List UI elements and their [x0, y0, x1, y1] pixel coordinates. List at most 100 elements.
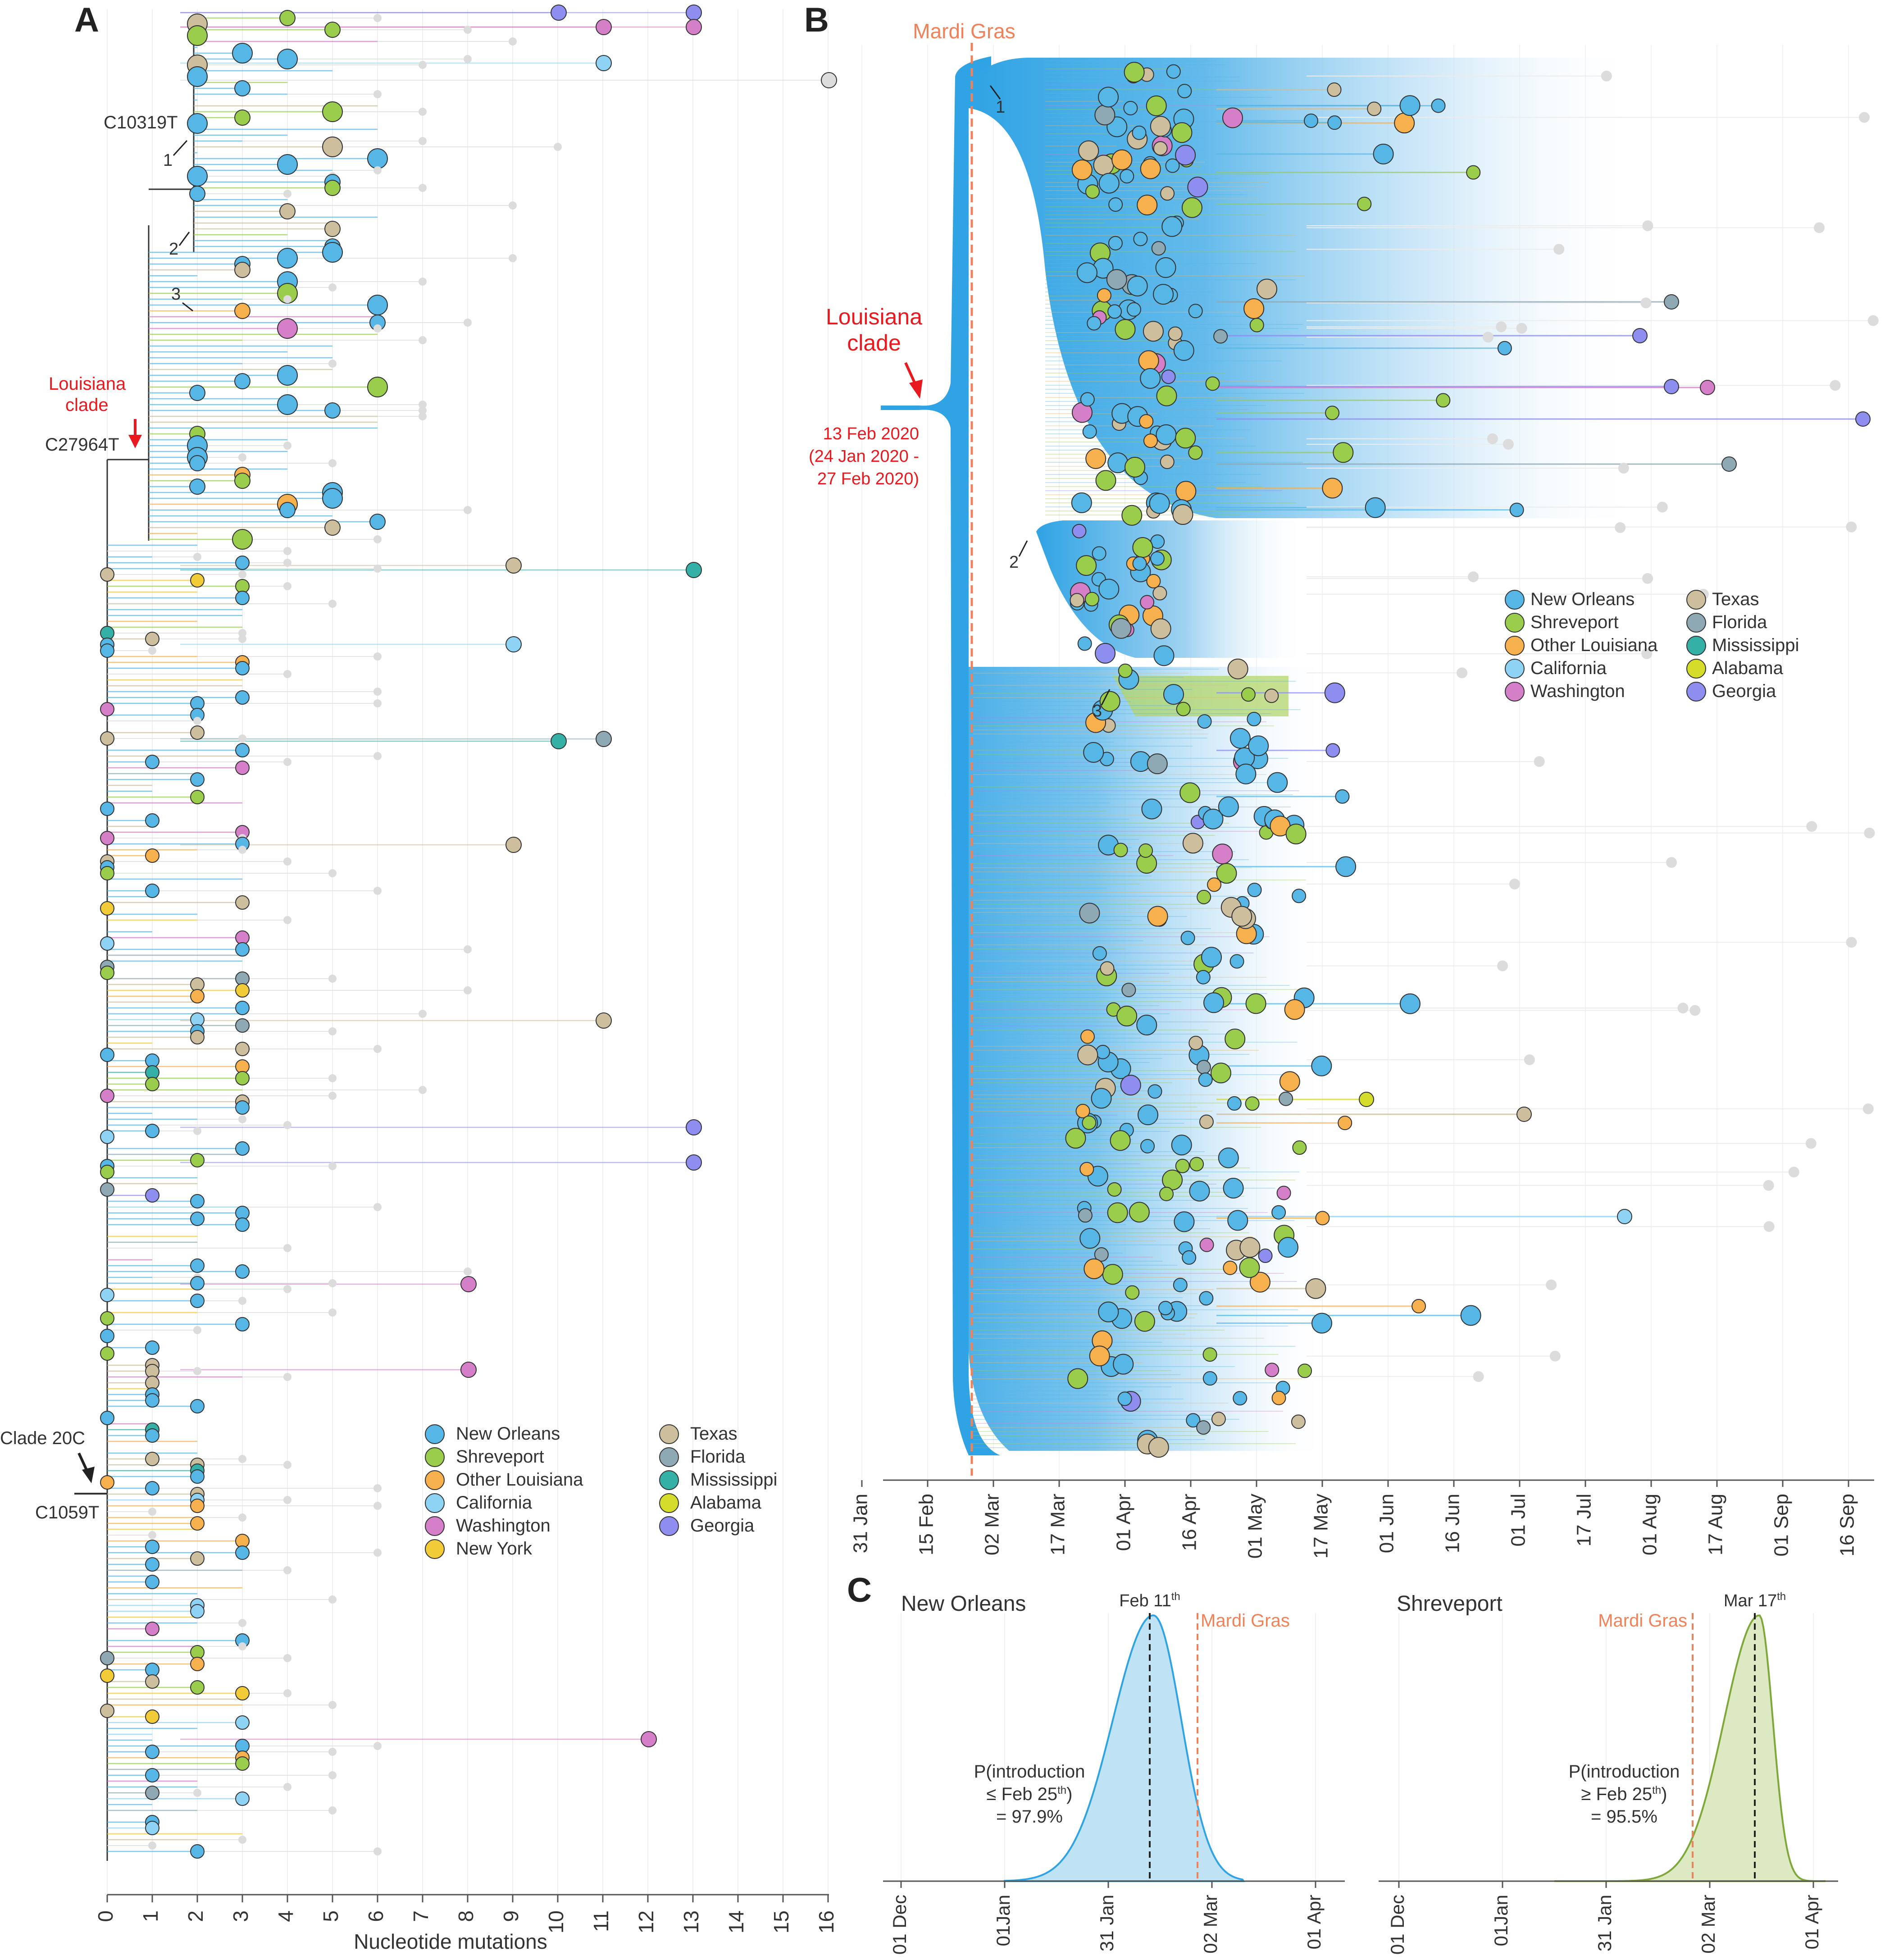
- b-tip: [1095, 1044, 1110, 1059]
- a-legend-swatch: [425, 1447, 445, 1467]
- a-tip: [100, 802, 114, 816]
- a-tip: [145, 848, 159, 863]
- a-tip: [145, 1077, 159, 1091]
- a-tip-far: [596, 1012, 612, 1029]
- a-legend-label: New Orleans: [456, 1424, 560, 1444]
- b-tip: [1367, 101, 1382, 116]
- b-tip: [1248, 735, 1269, 757]
- b-tip: [1311, 1313, 1332, 1334]
- a-legend-swatch: [659, 1493, 679, 1513]
- c-left-density-area: [1004, 1614, 1245, 1882]
- b-tip: [1092, 546, 1106, 561]
- b-tick-label: 31 Jan: [850, 1494, 872, 1553]
- a-tip: [235, 1042, 250, 1056]
- b-tip: [1399, 993, 1421, 1014]
- b-tip: [1156, 424, 1177, 445]
- panel-b-tips: [1065, 62, 1879, 1458]
- a-tip-far: [460, 1276, 477, 1292]
- b-tip: [1138, 350, 1159, 371]
- a-grey-tip: [509, 254, 517, 262]
- b-tip: [1076, 262, 1097, 283]
- b-tip: [1078, 1208, 1093, 1223]
- a-tip: [279, 10, 296, 26]
- b-tip-notable: [1855, 411, 1871, 427]
- a-grey-tip: [464, 1267, 472, 1276]
- a-tip: [190, 1276, 205, 1290]
- b-tip: [1247, 883, 1262, 898]
- panel-b-x-ticks: 31 Jan 15 Feb 02 Mar 17 Mar 01 Apr 16 Apr 01 M…: [850, 1480, 1858, 1559]
- b-tip: [1271, 1390, 1286, 1405]
- a-tip: [100, 1182, 114, 1197]
- b-tip: [1143, 321, 1164, 342]
- c-tick-label: 01 Apr: [1801, 1895, 1822, 1949]
- b-tick-label: 17 Jul: [1573, 1494, 1595, 1546]
- a-tick-label: 0: [94, 1910, 117, 1922]
- node-3-arrow-b: [1101, 689, 1111, 706]
- b-tip: [1211, 1412, 1226, 1427]
- b-tip: [1085, 184, 1100, 199]
- b-tip: [1091, 1088, 1112, 1109]
- a-tip: [190, 1551, 205, 1566]
- a-tip: [190, 1258, 205, 1273]
- b-tip: [1229, 728, 1251, 749]
- a-tip: [100, 1329, 114, 1343]
- a-tip: [235, 1545, 250, 1560]
- a-legend-label: California: [456, 1493, 533, 1513]
- b-tip: [1239, 1257, 1260, 1278]
- a-grey-tip: [373, 535, 382, 543]
- b-tip: [1196, 1060, 1211, 1075]
- a-tip: [322, 101, 343, 122]
- a-tip: [100, 1475, 114, 1490]
- b-tip: [1152, 586, 1167, 601]
- tmrca-interval-line1: (24 Jan 2020 -: [809, 447, 919, 466]
- b-tip: [1198, 1072, 1213, 1087]
- b-legend-label: Texas: [1712, 589, 1759, 609]
- a-grey-tip: [328, 283, 337, 292]
- a-grey-tip: [328, 360, 337, 368]
- b-tip: [1202, 1347, 1217, 1362]
- b-tip: [1225, 1028, 1246, 1049]
- a-tip: [145, 1540, 159, 1554]
- b-grey-tip: [1862, 1103, 1874, 1114]
- c-tick-label: 01 Dec: [889, 1895, 910, 1955]
- b-grey-tip: [1497, 960, 1508, 971]
- a-grey-tip: [464, 26, 472, 34]
- b-tip: [1150, 116, 1171, 137]
- a-tip: [277, 365, 298, 386]
- a-legend-swatch: [425, 1493, 445, 1513]
- c-right-prob-line1: P(introduction: [1569, 1762, 1680, 1782]
- b-tip: [1106, 269, 1127, 290]
- a-tip: [100, 1651, 114, 1665]
- a-tip: [100, 731, 114, 746]
- a-tip: [187, 166, 208, 187]
- b-tip: [1100, 961, 1115, 976]
- a-grey-tip: [193, 1326, 201, 1334]
- a-grey-tip: [238, 635, 246, 643]
- a-tip: [235, 1756, 250, 1771]
- b-tip: [1138, 843, 1153, 858]
- a-tip: [235, 1071, 250, 1085]
- b-tip: [1065, 1128, 1086, 1149]
- b-tip: [1163, 684, 1184, 705]
- a-grey-tip: [373, 90, 382, 98]
- b-tip: [1111, 618, 1132, 639]
- b-tip: [1160, 186, 1175, 201]
- b-tip: [1067, 1368, 1088, 1389]
- a-grey-tip: [283, 1461, 291, 1469]
- a-tip: [145, 1786, 159, 1800]
- a-tip: [235, 1715, 250, 1730]
- c-left-peak-label: Feb 11th: [1119, 1591, 1180, 1610]
- a-legend-label: Mississippi: [690, 1470, 777, 1490]
- a-tip: [145, 884, 159, 898]
- b-tip: [1223, 1260, 1238, 1275]
- b-tick-label: 17 May: [1310, 1494, 1332, 1559]
- a-grey-tip: [193, 1127, 201, 1135]
- a-tip: [100, 1130, 114, 1144]
- b-tip: [1085, 448, 1106, 469]
- b-tip: [1143, 433, 1158, 448]
- a-tick-label: 12: [634, 1910, 658, 1933]
- a-tip: [324, 22, 341, 38]
- b-tip: [1177, 84, 1192, 99]
- b-tip: [1175, 1158, 1190, 1173]
- b-tip: [1076, 555, 1097, 576]
